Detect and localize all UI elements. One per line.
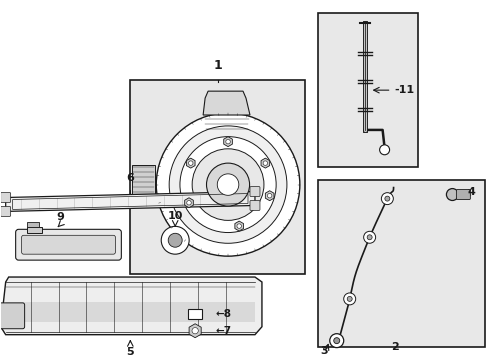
Bar: [317, 180, 484, 347]
Polygon shape: [6, 302, 254, 322]
Polygon shape: [184, 198, 193, 208]
Text: 9: 9: [57, 212, 64, 222]
Circle shape: [206, 163, 249, 206]
FancyBboxPatch shape: [0, 193, 11, 202]
FancyBboxPatch shape: [249, 201, 260, 211]
Circle shape: [381, 193, 392, 204]
Circle shape: [161, 226, 189, 254]
Text: ←8: ←8: [215, 309, 231, 319]
Bar: [26, 222, 39, 227]
FancyBboxPatch shape: [249, 186, 260, 197]
FancyBboxPatch shape: [0, 206, 11, 216]
FancyBboxPatch shape: [21, 235, 115, 254]
Polygon shape: [132, 165, 155, 204]
FancyBboxPatch shape: [0, 303, 24, 329]
Circle shape: [169, 126, 286, 243]
Circle shape: [267, 193, 271, 198]
Circle shape: [192, 328, 198, 334]
Circle shape: [333, 338, 339, 344]
Bar: [26, 227, 41, 233]
Bar: [317, 13, 417, 167]
Polygon shape: [234, 221, 243, 231]
Circle shape: [217, 174, 238, 195]
Text: 3: 3: [319, 346, 327, 356]
FancyBboxPatch shape: [455, 190, 469, 199]
Text: 6: 6: [126, 172, 134, 183]
Text: 4: 4: [467, 186, 474, 197]
Text: 2: 2: [390, 342, 398, 352]
Polygon shape: [6, 192, 254, 211]
Circle shape: [156, 113, 299, 256]
Circle shape: [180, 137, 276, 233]
Circle shape: [168, 233, 182, 247]
Circle shape: [186, 201, 191, 205]
Circle shape: [343, 293, 355, 305]
Polygon shape: [189, 324, 201, 338]
Text: ←7: ←7: [215, 326, 231, 336]
Polygon shape: [265, 191, 273, 201]
Circle shape: [384, 196, 389, 201]
Bar: [188, 309, 202, 319]
Polygon shape: [261, 158, 269, 168]
Circle shape: [363, 231, 375, 243]
Text: 10: 10: [167, 211, 183, 221]
Polygon shape: [0, 277, 262, 335]
Circle shape: [225, 139, 230, 144]
Circle shape: [192, 149, 264, 220]
Text: -11: -11: [394, 85, 414, 95]
Bar: [130, 80, 304, 274]
Circle shape: [366, 235, 371, 240]
Circle shape: [379, 145, 389, 155]
Text: 5: 5: [126, 347, 134, 357]
Polygon shape: [224, 137, 232, 147]
FancyBboxPatch shape: [16, 229, 121, 260]
Circle shape: [446, 189, 457, 201]
Circle shape: [188, 161, 193, 165]
Text: 1: 1: [213, 59, 222, 72]
Polygon shape: [186, 158, 195, 168]
Circle shape: [237, 224, 241, 228]
Circle shape: [263, 161, 267, 165]
Polygon shape: [203, 91, 249, 115]
Circle shape: [346, 296, 351, 301]
Circle shape: [329, 334, 343, 348]
